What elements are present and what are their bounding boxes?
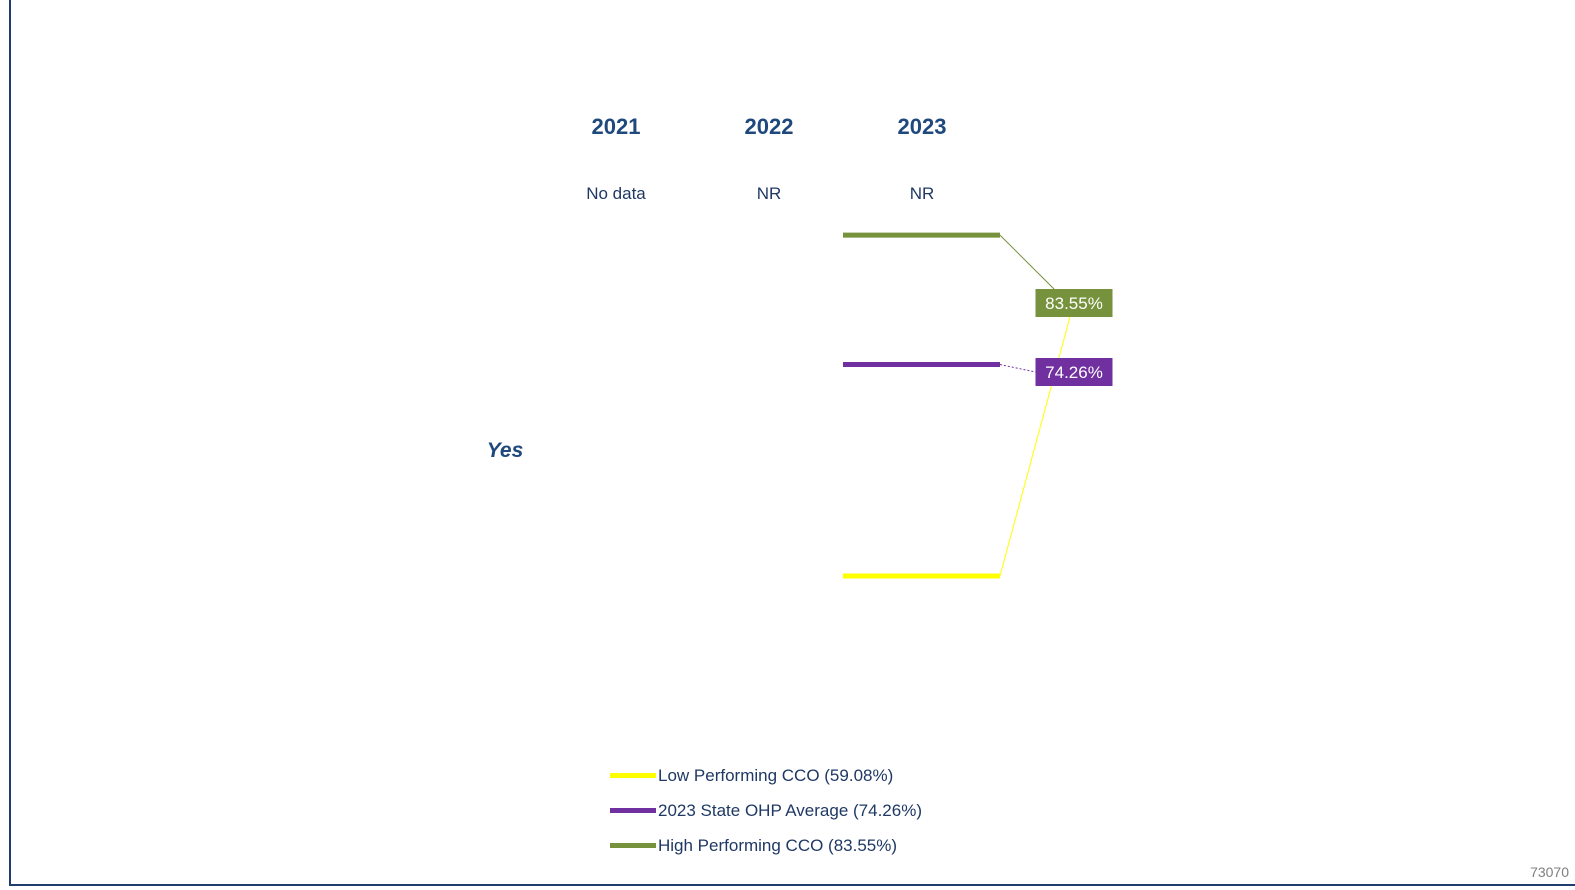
legend-label-high: High Performing CCO (83.55%) (658, 835, 898, 855)
legend-swatch-low (610, 773, 656, 778)
data-label-box-2 (1035, 289, 1113, 317)
legend-label-average: 2023 State OHP Average (74.26%) (658, 800, 922, 820)
year-header-2023: 2023 (897, 114, 947, 139)
frame-bottom-border (9, 884, 1575, 886)
page-number: 73070 (1530, 864, 1569, 880)
data-label-2: 83.55% (1045, 294, 1103, 313)
legend-label-low: Low Performing CCO (59.08%) (658, 765, 894, 785)
chart-legend: Low Performing CCO (59.08%) 2023 State O… (610, 758, 922, 863)
legend-swatch-average (610, 808, 656, 813)
frame-left-border (9, 0, 11, 886)
legend-item-average: 2023 State OHP Average (74.26%) (610, 793, 922, 828)
status-2021: No data (586, 184, 646, 203)
legend-item-high: High Performing CCO (83.55%) (610, 828, 922, 863)
data-label-1: 74.26% (1045, 363, 1103, 382)
legend-swatch-high (610, 843, 656, 848)
legend-item-low: Low Performing CCO (59.08%) (610, 758, 922, 793)
status-2022: NR (756, 184, 782, 203)
year-header-2022: 2022 (744, 114, 794, 139)
data-label-box-1 (1035, 358, 1113, 386)
leader-line-1 (999, 364, 1036, 373)
leader-line-0 (999, 316, 1071, 577)
status-2023: NR (909, 184, 935, 203)
leader-line-2 (999, 234, 1055, 290)
year-header-2021: 2021 (591, 114, 641, 139)
row-label-yes: Yes (486, 439, 524, 462)
